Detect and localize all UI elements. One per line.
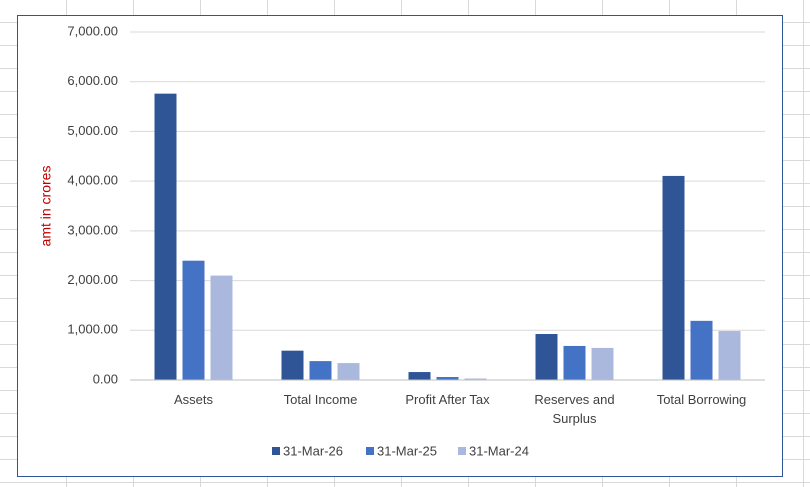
bar <box>563 345 586 380</box>
x-tick-label: Total Income <box>283 392 358 407</box>
legend-swatch <box>458 447 466 455</box>
y-tick-label: 7,000.00 <box>67 23 118 38</box>
y-tick-label: 2,000.00 <box>67 272 118 287</box>
y-tick-label: 5,000.00 <box>67 123 118 138</box>
bar <box>662 175 685 380</box>
x-tick-label: Reserves and Surplus <box>534 392 615 426</box>
bar <box>690 320 713 380</box>
y-axis-title: amt in crores <box>38 166 54 247</box>
bar <box>718 331 741 380</box>
bar <box>210 275 233 380</box>
x-tick-label: Total Borrowing <box>656 392 747 407</box>
bar <box>182 260 205 380</box>
bar <box>464 378 487 380</box>
bar <box>337 363 360 380</box>
legend-swatch <box>366 447 374 455</box>
bar <box>408 372 431 380</box>
legend-label: 31-Mar-26 <box>283 443 343 458</box>
bar <box>535 334 558 380</box>
bar <box>591 347 614 380</box>
legend-swatch <box>272 447 280 455</box>
bar <box>154 93 177 380</box>
legend-label: 31-Mar-25 <box>377 443 437 458</box>
bar <box>281 350 304 380</box>
bar <box>436 377 459 380</box>
y-tick-label: 0.00 <box>93 371 118 386</box>
legend-label: 31-Mar-24 <box>469 443 529 458</box>
y-tick-label: 3,000.00 <box>67 222 118 237</box>
y-tick-label: 4,000.00 <box>67 173 118 188</box>
y-tick-label: 6,000.00 <box>67 73 118 88</box>
x-tick-label: Assets <box>173 392 213 407</box>
x-tick-label: Profit After Tax <box>405 392 490 407</box>
chart-frame <box>17 15 783 477</box>
y-tick-label: 1,000.00 <box>67 322 118 337</box>
bar <box>309 361 332 380</box>
